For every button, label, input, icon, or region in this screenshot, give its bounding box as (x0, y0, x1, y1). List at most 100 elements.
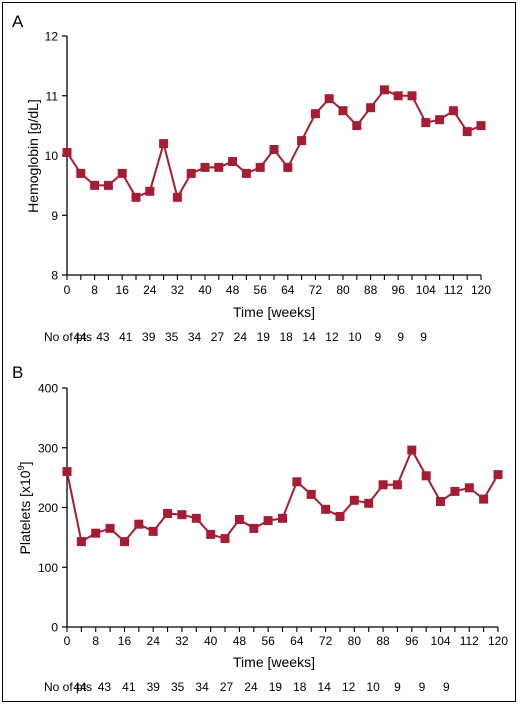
patients-count: 24 (234, 330, 248, 344)
x-tick-label: 104 (416, 283, 436, 297)
x-tick-label: 24 (147, 634, 161, 648)
patients-count: 12 (342, 680, 356, 694)
patients-count: 9 (374, 330, 381, 344)
data-point (131, 192, 141, 202)
patients-count: 39 (142, 330, 156, 344)
patients-count: 9 (420, 330, 427, 344)
patients-count: 14 (302, 330, 316, 344)
x-tick-label: 16 (116, 283, 130, 297)
x-tick-label: 32 (175, 634, 189, 648)
data-point (90, 180, 100, 190)
x-tick-label: 120 (488, 634, 508, 648)
x-axis-label-b: Time [weeks] (233, 654, 315, 670)
data-point (249, 523, 259, 533)
data-point (407, 91, 417, 101)
patients-count: 18 (293, 680, 307, 694)
data-point (321, 504, 331, 514)
patients-count: 19 (257, 330, 271, 344)
x-tick-label: 0 (64, 634, 71, 648)
patients-count: 34 (188, 330, 202, 344)
x-tick-label: 96 (392, 283, 406, 297)
x-tick-label: 112 (444, 283, 463, 297)
x-tick-label: 8 (91, 283, 98, 297)
data-point (392, 480, 402, 490)
data-point (450, 486, 460, 496)
y-tick-label: 0 (51, 621, 58, 635)
x-tick-label: 120 (471, 283, 491, 297)
data-point (206, 529, 216, 539)
y-tick-label: 200 (38, 501, 58, 515)
data-point (105, 523, 115, 533)
data-point (148, 526, 158, 536)
y-axis-label-a: Hemoglobin [g/dL] (25, 99, 41, 213)
patients-count: 10 (348, 330, 362, 344)
data-point (352, 121, 362, 131)
data-point (241, 168, 251, 178)
data-point (462, 127, 472, 137)
data-point (214, 162, 224, 172)
data-point (91, 528, 101, 538)
data-point (310, 109, 320, 119)
x-tick-label: 56 (254, 283, 268, 297)
x-tick-label: 104 (431, 634, 451, 648)
data-point (448, 106, 458, 116)
x-tick-label: 72 (309, 283, 323, 297)
data-point (306, 489, 316, 499)
y-tick-label: 400 (38, 382, 58, 396)
data-point (324, 94, 334, 104)
data-point (366, 103, 376, 113)
data-point (464, 483, 474, 493)
patients-count: 43 (96, 330, 110, 344)
data-point (436, 497, 445, 506)
patients-count: 41 (122, 680, 136, 694)
platelets-chart: B Platelets [x109] Time [weeks] No of pt… (12, 363, 508, 694)
x-tick-label: 8 (92, 634, 99, 648)
y-tick-label: 300 (38, 441, 58, 455)
x-tick-label: 96 (405, 634, 419, 648)
y-axis-label-b-end: ] (17, 462, 33, 466)
data-point (103, 180, 113, 190)
x-tick-label: 32 (171, 283, 185, 297)
series-line (66, 449, 499, 543)
patients-count: 43 (98, 680, 112, 694)
data-point (220, 534, 230, 544)
patients-count: 27 (211, 330, 225, 344)
patients-count: 24 (244, 680, 258, 694)
patients-count: 9 (394, 680, 401, 694)
patients-count: 9 (397, 330, 404, 344)
patients-count: 12 (325, 330, 339, 344)
hemoglobin-chart: A Hemoglobin [g/dL] Time [weeks] No of p… (12, 12, 491, 344)
data-point (338, 106, 348, 116)
data-point (283, 162, 293, 172)
x-axis-label-a: Time [weeks] (233, 304, 315, 320)
patients-count: 35 (171, 680, 185, 694)
x-tick-label: 64 (281, 283, 295, 297)
data-point (177, 510, 187, 520)
data-point (378, 480, 388, 490)
x-tick-label: 48 (233, 634, 247, 648)
data-point (163, 509, 173, 518)
data-point (62, 467, 72, 477)
patients-count: 9 (419, 680, 426, 694)
data-point (145, 186, 155, 196)
y-tick-label: 11 (46, 89, 59, 103)
data-point (479, 494, 489, 504)
data-point (476, 121, 486, 131)
data-point (76, 537, 86, 547)
x-tick-label: 56 (261, 634, 275, 648)
data-point (134, 519, 144, 529)
patients-count: 19 (269, 680, 283, 694)
x-tick-label: 80 (348, 634, 362, 648)
patients-count: 10 (366, 680, 380, 694)
data-point (172, 192, 182, 202)
x-tick-label: 88 (376, 634, 390, 648)
data-point (278, 513, 287, 523)
data-point (120, 537, 129, 547)
data-point (292, 477, 302, 487)
patients-row-a: 44 43 41 39 35 34 27 24 19 18 14 12 10 9 9 9 (73, 330, 427, 344)
panel-label-a: A (12, 12, 24, 31)
y-tick-label: 8 (51, 269, 58, 283)
